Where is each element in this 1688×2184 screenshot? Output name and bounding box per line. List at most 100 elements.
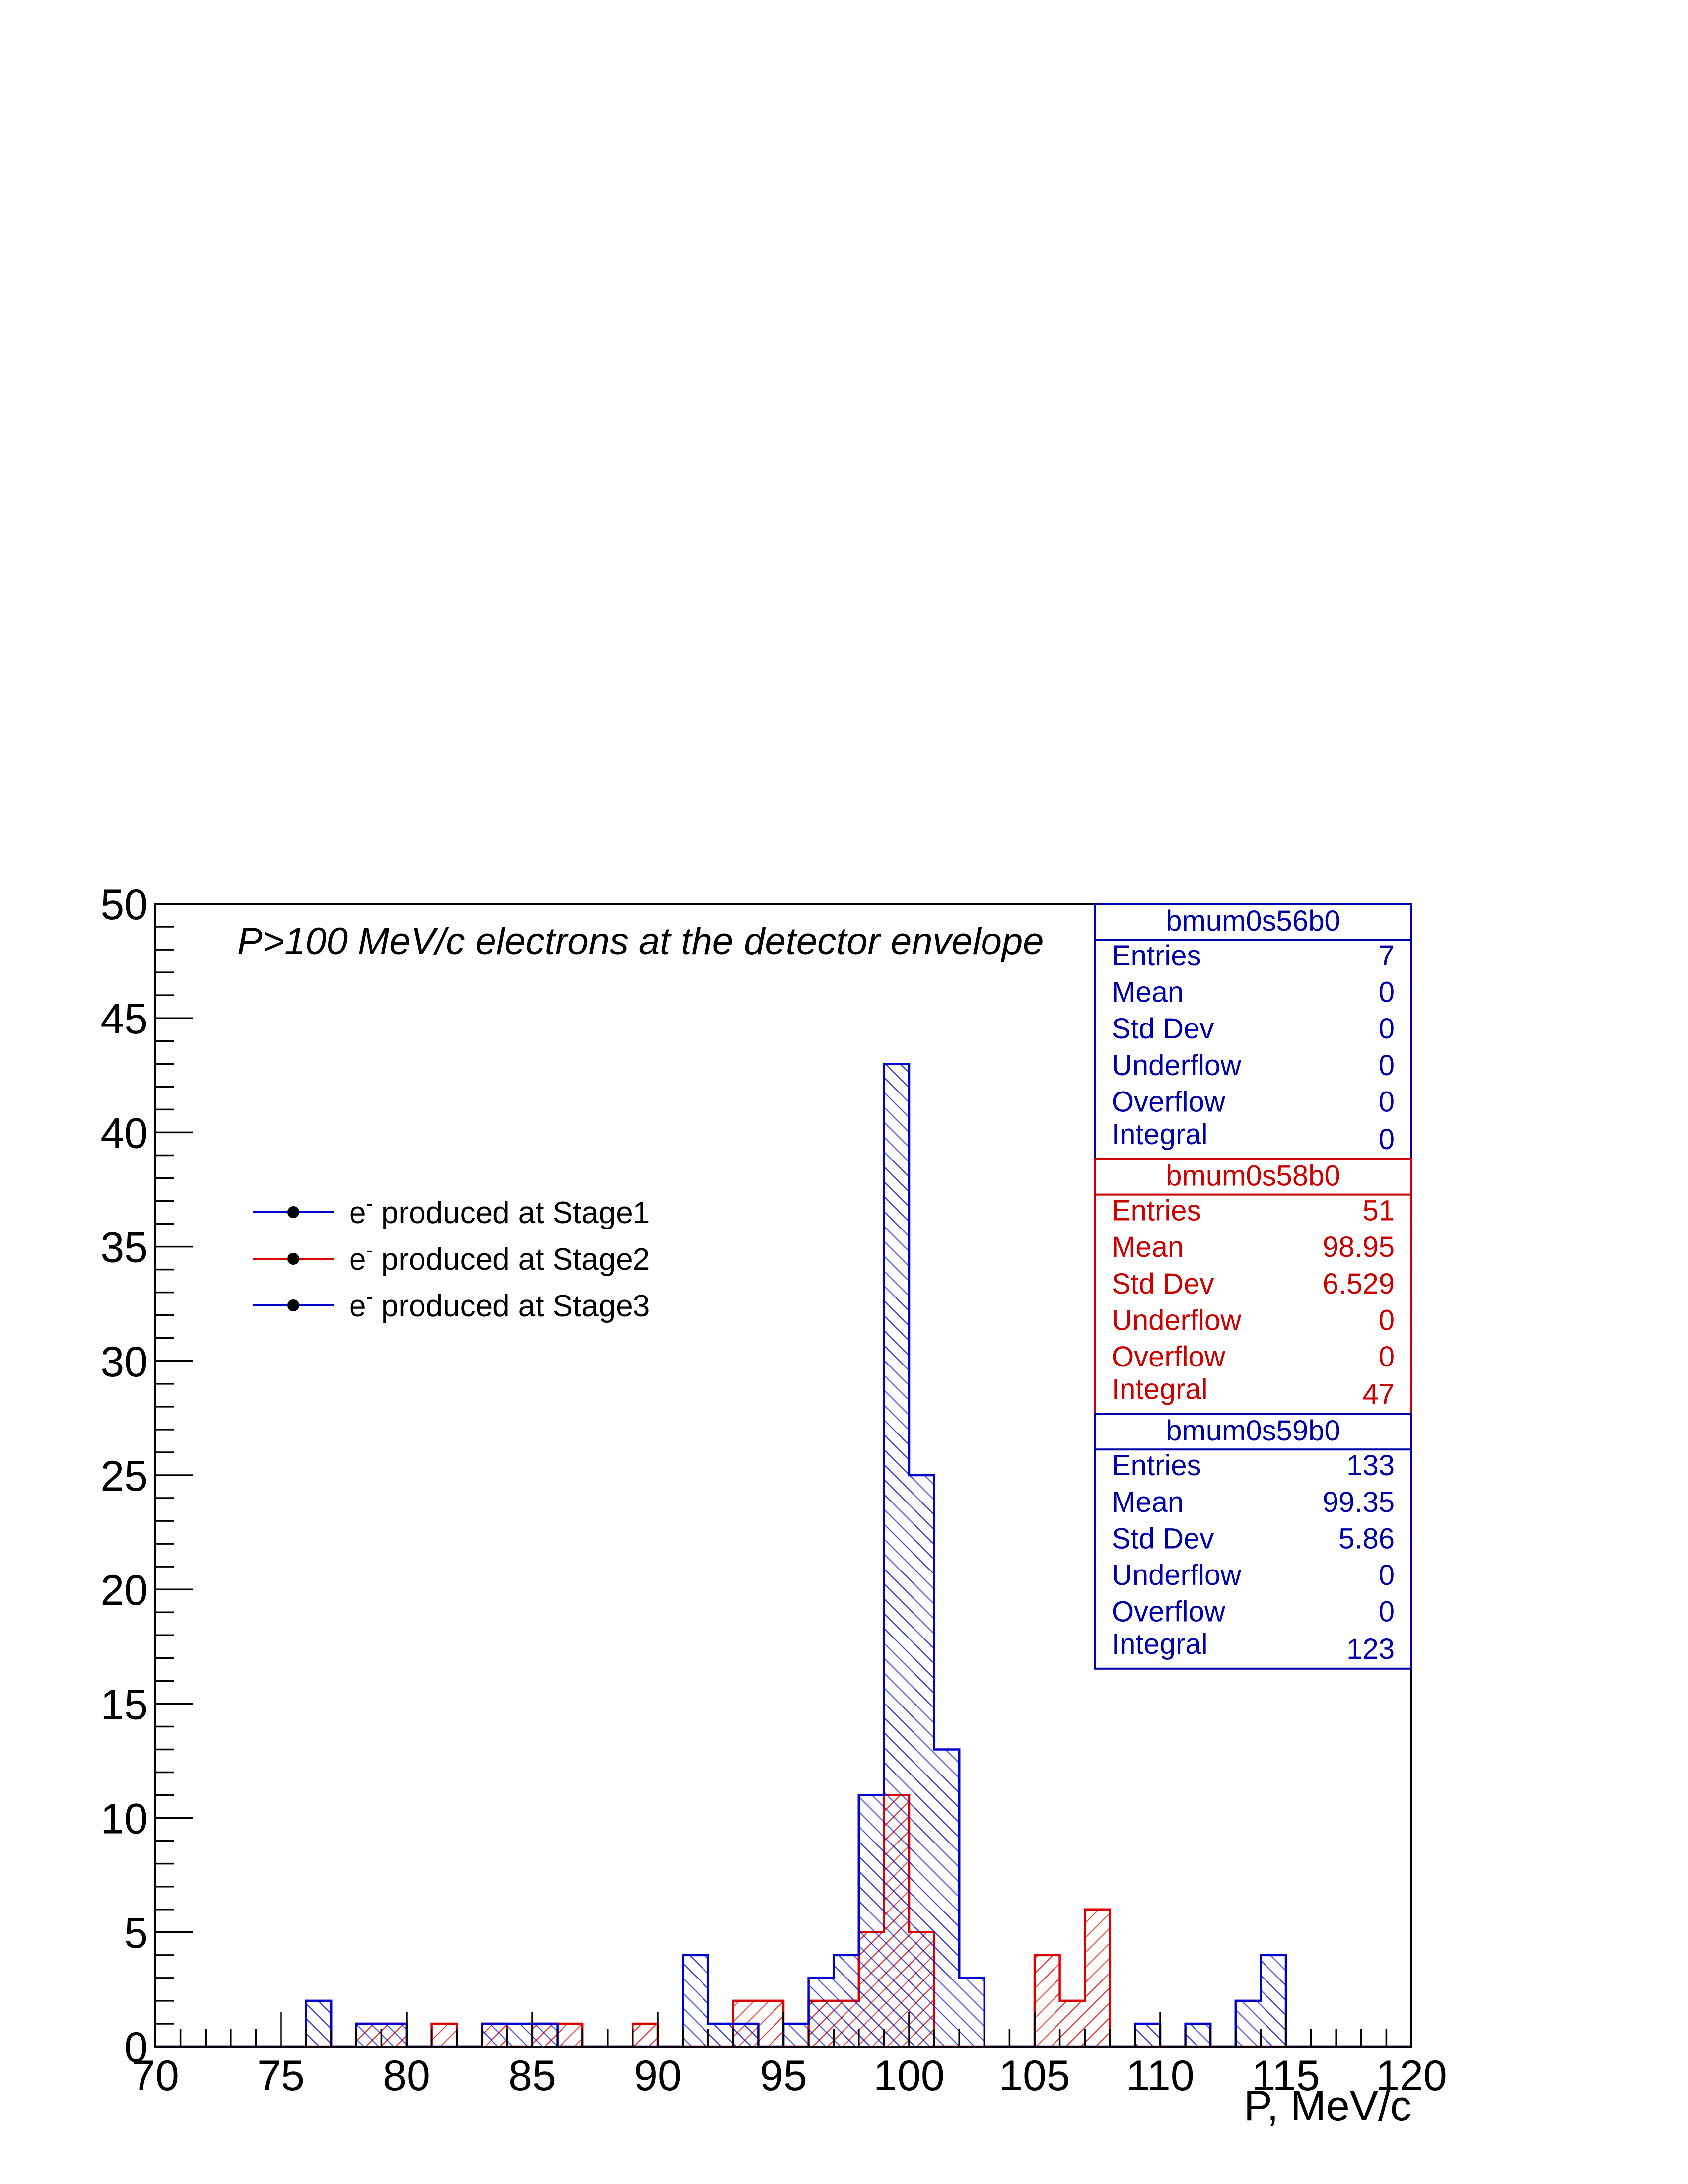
stats-row-value: 0 xyxy=(1379,1123,1395,1156)
stats-row-value: 6.529 xyxy=(1323,1268,1395,1300)
histogram-bar xyxy=(1059,2000,1085,2047)
y-tick-label: 10 xyxy=(100,1795,148,1843)
y-tick-label: 40 xyxy=(100,1109,148,1157)
x-tick-label: 95 xyxy=(760,2052,807,2100)
stats-row-label: Entries xyxy=(1112,1195,1201,1227)
series-bmum0s59b0 xyxy=(155,1063,1411,2048)
stats-row-label: Underflow xyxy=(1112,1559,1242,1591)
y-tick-label: 30 xyxy=(100,1338,148,1386)
stats-row-label: Underflow xyxy=(1112,1304,1242,1336)
x-axis-label: P, MeV/c xyxy=(1244,2082,1411,2130)
stats-row-value: 0 xyxy=(1379,1304,1395,1336)
stats-row-label: Integral xyxy=(1112,1373,1207,1406)
histogram-bar xyxy=(909,1475,934,2047)
histogram-bar xyxy=(783,2023,809,2047)
histogram-bar xyxy=(356,2023,382,2047)
x-tick-label: 85 xyxy=(508,2052,556,2100)
stats-row-label: Mean xyxy=(1112,1486,1184,1518)
histogram-bar xyxy=(381,2023,407,2047)
stats-row-value: 7 xyxy=(1379,940,1395,972)
histogram-bar xyxy=(1135,2023,1160,2047)
x-tick-label: 110 xyxy=(1126,2052,1194,2100)
chart-title: P>100 MeV/c electrons at the detector en… xyxy=(237,920,1044,962)
x-tick-label: 70 xyxy=(132,2052,179,2100)
series-bmum0s58b0 xyxy=(155,1794,1411,2048)
y-tick-label: 25 xyxy=(100,1452,148,1500)
y-tick-label: 35 xyxy=(100,1224,148,1272)
histogram-bar xyxy=(834,1955,859,2047)
histogram-bar xyxy=(633,2023,658,2047)
series-outline xyxy=(155,1063,1411,2048)
stats-row-value: 5.86 xyxy=(1338,1522,1395,1555)
histogram-bar xyxy=(431,2023,457,2047)
histogram-bar xyxy=(532,2023,558,2047)
stats-row-value: 0 xyxy=(1379,1049,1395,1082)
histogram-bar xyxy=(808,1978,834,2047)
legend-label: e- produced at Stage1 xyxy=(349,1193,650,1230)
legend-label: e- produced at Stage3 xyxy=(349,1286,650,1323)
stats-row-label: Mean xyxy=(1112,1231,1184,1263)
histogram-bar xyxy=(858,1795,884,2047)
stats-row-label: Std Dev xyxy=(1112,1522,1214,1555)
y-tick-label: 20 xyxy=(100,1567,148,1614)
histogram-bar xyxy=(884,1064,909,2047)
histogram-layer xyxy=(155,1063,1411,2048)
x-tick-label: 100 xyxy=(873,2052,945,2100)
stats-row-label: Entries xyxy=(1112,1449,1201,1482)
histogram-bar xyxy=(708,2023,733,2047)
histogram-bar xyxy=(557,2023,583,2047)
histogram-bar xyxy=(1185,2023,1211,2047)
x-tick-label: 120 xyxy=(1376,2052,1447,2100)
stats-box-title: bmum0s58b0 xyxy=(1166,1160,1340,1192)
stats-row-label: Overflow xyxy=(1112,1596,1226,1628)
histogram-bar xyxy=(306,2000,332,2047)
histogram-bar xyxy=(1085,1909,1110,2047)
stats-row-label: Std Dev xyxy=(1112,1013,1214,1045)
stats-box-title: bmum0s56b0 xyxy=(1166,905,1340,937)
stats-row-value: 0 xyxy=(1379,976,1395,1009)
stats-row-label: Std Dev xyxy=(1112,1268,1214,1300)
histogram-bar xyxy=(683,1955,708,2047)
histogram-bar xyxy=(934,1749,960,2047)
stats-row-label: Overflow xyxy=(1112,1341,1226,1373)
stats-row-label: Integral xyxy=(1112,1118,1207,1151)
x-tick-label: 80 xyxy=(383,2052,430,2100)
stats-row-value: 51 xyxy=(1362,1195,1395,1227)
x-tick-label: 90 xyxy=(634,2052,682,2100)
y-tick-label: 15 xyxy=(100,1681,148,1728)
legend-entry: e- produced at Stage2 xyxy=(253,1239,650,1277)
stats-row-label: Mean xyxy=(1112,976,1184,1009)
legend-marker xyxy=(287,1206,299,1218)
axes: 70 75 80 85 90 95 100 105 110 115 1200510152025303… xyxy=(100,881,1447,2100)
stats-box-title: bmum0s59b0 xyxy=(1166,1415,1340,1447)
legend-marker xyxy=(287,1253,299,1265)
stats-row-value: 133 xyxy=(1346,1449,1395,1482)
series-outline xyxy=(155,1794,1411,2048)
stats-row-value: 0 xyxy=(1379,1341,1395,1373)
stats-row-label: Entries xyxy=(1112,940,1201,972)
legend-entry: e- produced at Stage1 xyxy=(253,1193,650,1230)
x-tick-label: 105 xyxy=(999,2052,1070,2100)
stats-row-value: 0 xyxy=(1379,1086,1395,1118)
y-tick-label: 0 xyxy=(124,2024,148,2071)
histogram-bar xyxy=(1235,2000,1261,2047)
legend-marker xyxy=(287,1299,299,1311)
stats-row-label: Integral xyxy=(1112,1628,1207,1660)
stats-box-frame xyxy=(1094,903,1412,1160)
histogram-bar xyxy=(733,2023,759,2047)
x-tick-label: 115 xyxy=(1252,2052,1320,2100)
stats-row-value: 0 xyxy=(1379,1013,1395,1045)
stats-row-value: 0 xyxy=(1379,1559,1395,1591)
y-tick-label: 45 xyxy=(100,995,148,1043)
stats-row-value: 99.35 xyxy=(1323,1486,1395,1518)
stats-row-value: 47 xyxy=(1362,1378,1395,1411)
x-tick-label: 75 xyxy=(257,2052,305,2100)
stats-row-value: 0 xyxy=(1379,1596,1395,1628)
y-tick-label: 5 xyxy=(124,1910,148,1957)
histogram-bar xyxy=(482,2023,507,2047)
